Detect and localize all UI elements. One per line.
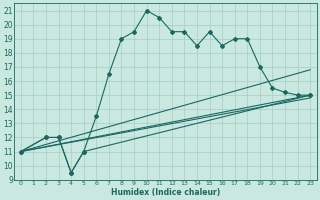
- X-axis label: Humidex (Indice chaleur): Humidex (Indice chaleur): [111, 188, 220, 197]
